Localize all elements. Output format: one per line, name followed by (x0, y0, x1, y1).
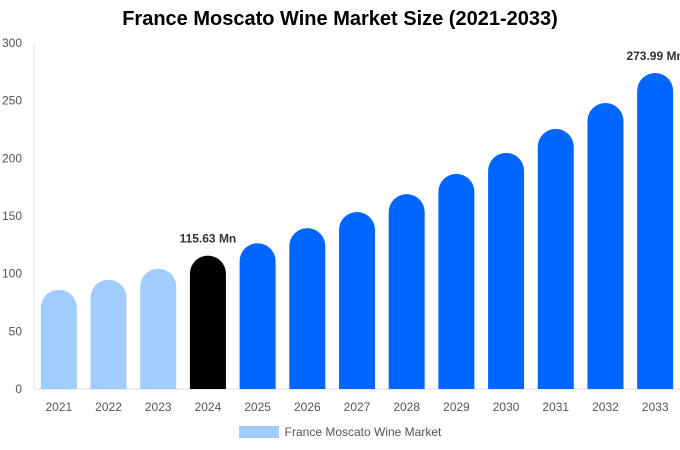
x-tick-label: 2033 (642, 400, 669, 414)
y-tick-label: 100 (2, 267, 22, 281)
bar-2031 (537, 128, 574, 389)
bar-2033 (637, 72, 674, 389)
y-tick-label: 300 (2, 36, 22, 50)
data-label: 115.63 Mn (180, 232, 237, 246)
bar-2028 (388, 194, 425, 389)
x-tick-label: 2024 (195, 400, 222, 414)
bar-2032 (587, 102, 624, 390)
data-label: 273.99 Mn (626, 49, 680, 63)
x-tick-label: 2031 (542, 400, 569, 414)
x-tick-label: 2030 (493, 400, 520, 414)
x-tick-label: 2021 (45, 400, 72, 414)
y-tick-label: 150 (2, 209, 22, 223)
bar-2026 (289, 228, 326, 389)
chart-title: France Moscato Wine Market Size (2021-20… (122, 8, 558, 30)
bar-2023 (140, 268, 177, 389)
x-tick-label: 2025 (244, 400, 271, 414)
bar-2025 (239, 243, 276, 389)
y-tick-label: 0 (15, 382, 22, 396)
y-tick-label: 50 (9, 324, 23, 338)
x-tick-label: 2023 (145, 400, 172, 414)
bar-2022 (90, 279, 127, 389)
bar-2021 (40, 289, 77, 389)
bar-2029 (438, 173, 475, 389)
x-tick-label: 2027 (344, 400, 371, 414)
x-tick-label: 2029 (443, 400, 470, 414)
y-tick-label: 250 (2, 94, 22, 108)
legend-swatch (238, 426, 279, 438)
legend-label: France Moscato Wine Market (284, 425, 442, 439)
x-tick-label: 2028 (393, 400, 420, 414)
legend: France Moscato Wine Market (0, 425, 680, 439)
x-tick-label: 2032 (592, 400, 619, 414)
bar-2027 (339, 211, 375, 389)
x-tick-label: 2022 (95, 400, 122, 414)
y-tick-label: 200 (2, 151, 22, 165)
x-tick-label: 2026 (294, 400, 321, 414)
bar-2024 (189, 255, 226, 389)
bar-2030 (488, 152, 525, 389)
